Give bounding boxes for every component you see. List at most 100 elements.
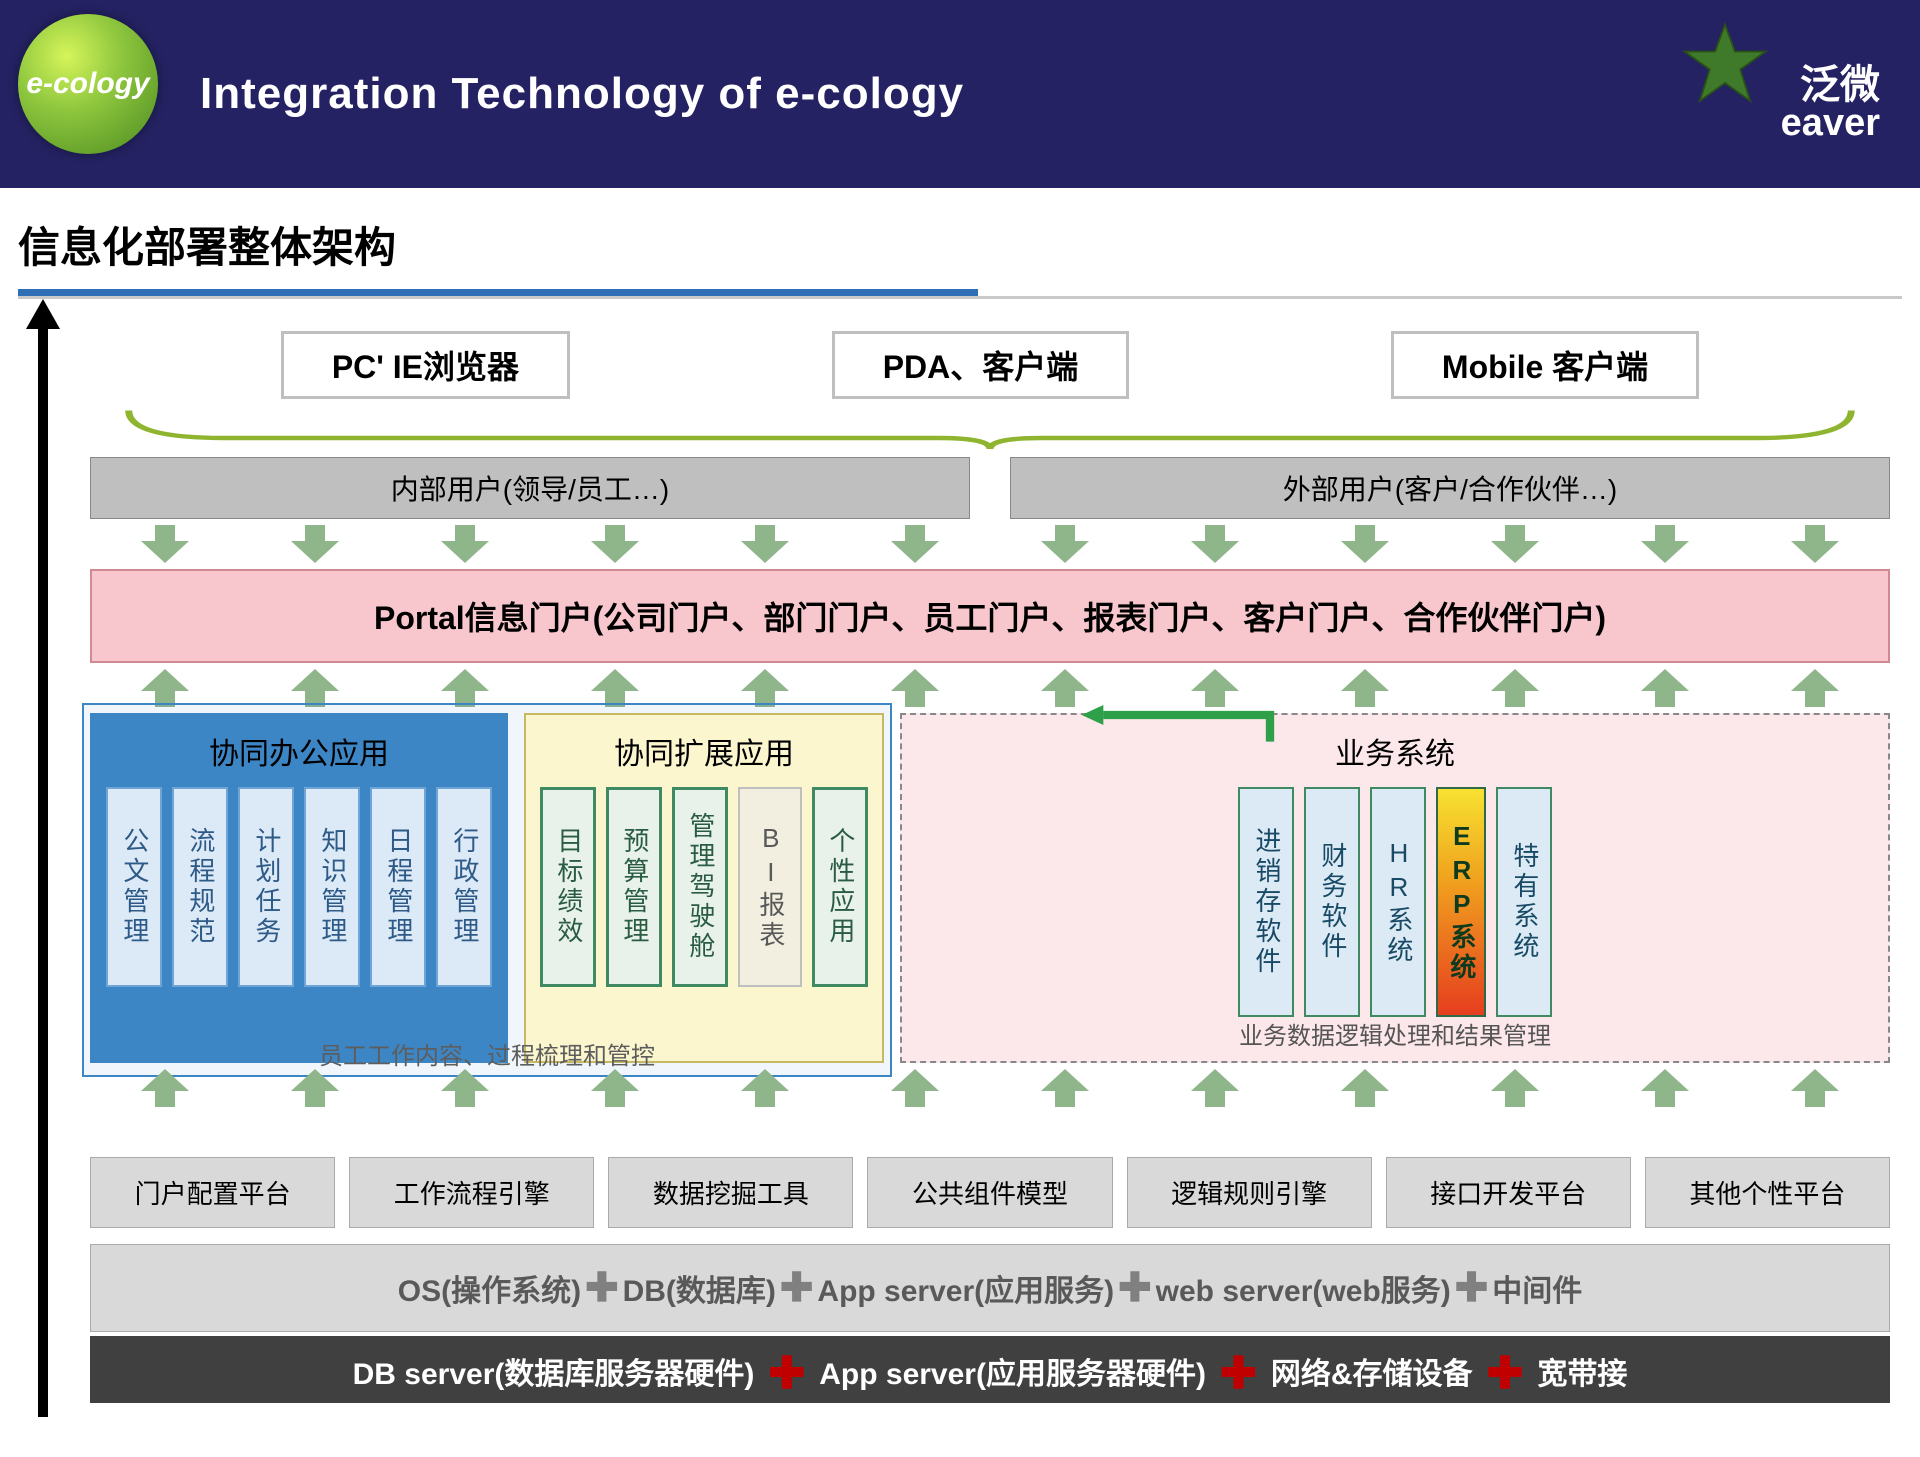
arrow-up-icon	[291, 669, 339, 707]
arrow-down-icon	[1641, 525, 1689, 563]
platform-box: 公共组件模型	[867, 1157, 1112, 1228]
section-title: 信息化部署整体架构	[18, 214, 1902, 285]
plus-icon: ✚	[581, 1266, 623, 1310]
platform-box: 门户配置平台	[90, 1157, 335, 1228]
header: e-cology Integration Technology of e-col…	[0, 0, 1920, 188]
users-external: 外部用户(客户/合作伙伴…)	[1010, 457, 1890, 519]
os-part: DB(数据库)	[623, 1275, 776, 1308]
hw-part: 网络&存储设备	[1271, 1358, 1473, 1391]
section-title-wrap: 信息化部署整体架构	[0, 188, 1920, 299]
group-business-title: 业务系统	[916, 729, 1874, 773]
arrow-up-icon	[591, 669, 639, 707]
collaboration-wrapper: 协同办公应用 公文管理流程规范计划任务知识管理日程管理行政管理 协同扩展应用 目…	[90, 713, 884, 1063]
arrow-down-icon	[1791, 525, 1839, 563]
logo-weaver: 泛微 eaver	[1670, 20, 1890, 160]
client-pc: PC' IE浏览器	[281, 331, 570, 399]
module-box: 计划任务	[238, 787, 294, 987]
arrow-up-icon	[441, 669, 489, 707]
arrow-up-icon	[1191, 1069, 1239, 1107]
arrow-up-icon	[1791, 1069, 1839, 1107]
plus-icon: ✚	[1451, 1266, 1493, 1310]
client-pda: PDA、客户端	[832, 331, 1130, 399]
os-part: App server(应用服务)	[817, 1275, 1114, 1308]
page-title: Integration Technology of e-cology	[200, 69, 964, 119]
arrow-up-icon	[1041, 1069, 1089, 1107]
plus-icon: ✚	[1473, 1349, 1538, 1398]
plus-icon: ✚	[776, 1266, 818, 1310]
arrow-down-icon	[1191, 525, 1239, 563]
arrow-up-icon	[441, 1069, 489, 1107]
arrow-down-icon	[591, 525, 639, 563]
arrow-down-icon	[1341, 525, 1389, 563]
platform-row: 门户配置平台工作流程引擎数据挖掘工具公共组件模型逻辑规则引擎接口开发平台其他个性…	[90, 1157, 1890, 1228]
users-row: 内部用户(领导/员工…) 外部用户(客户/合作伙伴…)	[90, 457, 1890, 519]
group-business: 业务系统 进销存软件财务软件HR系统ERP系统特有系统 业务数据逻辑处理和结果管…	[900, 713, 1890, 1063]
arrow-down-icon	[141, 525, 189, 563]
module-box: 进销存软件	[1238, 787, 1294, 1017]
arrows-row-down	[90, 525, 1890, 563]
clients-row: PC' IE浏览器 PDA、客户端 Mobile 客户端	[90, 331, 1890, 399]
module-box: 特有系统	[1496, 787, 1552, 1017]
arrow-up-icon	[741, 1069, 789, 1107]
plus-icon: ✚	[1206, 1349, 1271, 1398]
arrow-up-icon	[591, 1069, 639, 1107]
arrow-up-icon	[891, 669, 939, 707]
collaboration-caption: 员工工作内容、过程梳理和管控	[90, 1036, 884, 1071]
arrow-down-icon	[741, 525, 789, 563]
arrow-up-icon	[1341, 1069, 1389, 1107]
module-box: 财务软件	[1304, 787, 1360, 1017]
section-title-underline	[18, 289, 1902, 299]
os-part: web server(web服务)	[1156, 1275, 1451, 1308]
arrow-down-icon	[1041, 525, 1089, 563]
portal-box: Portal信息门户(公司门户、部门门户、员工门户、报表门户、客户门户、合作伙伴…	[90, 569, 1890, 663]
platform-box: 接口开发平台	[1386, 1157, 1631, 1228]
client-mobile: Mobile 客户端	[1391, 331, 1699, 399]
platform-box: 其他个性平台	[1645, 1157, 1890, 1228]
platform-box: 工作流程引擎	[349, 1157, 594, 1228]
arrow-up-icon	[291, 1069, 339, 1107]
arrow-up-icon	[1191, 669, 1239, 707]
module-box: 预算管理	[606, 787, 662, 987]
applications-row: 协同办公应用 公文管理流程规范计划任务知识管理日程管理行政管理 协同扩展应用 目…	[90, 713, 1890, 1063]
group-collab-office: 协同办公应用 公文管理流程规范计划任务知识管理日程管理行政管理	[90, 713, 508, 1063]
hw-part: App server(应用服务器硬件)	[819, 1358, 1206, 1391]
platform-box: 逻辑规则引擎	[1127, 1157, 1372, 1228]
group-business-caption: 业务数据逻辑处理和结果管理	[902, 1016, 1888, 1051]
plus-icon: ✚	[754, 1349, 819, 1398]
module-box: ERP系统	[1436, 787, 1486, 1017]
group-collab-ext-title: 协同扩展应用	[540, 729, 868, 773]
module-box: 日程管理	[370, 787, 426, 987]
arrow-down-icon	[1491, 525, 1539, 563]
arrow-down-icon	[441, 525, 489, 563]
module-box: BI报表	[738, 787, 802, 987]
module-box: 个性应用	[812, 787, 868, 987]
module-box: 公文管理	[106, 787, 162, 987]
arrow-up-icon	[1341, 669, 1389, 707]
vertical-axis-arrow	[38, 327, 48, 1417]
logo-ecology: e-cology	[18, 14, 158, 154]
arrow-up-icon	[1641, 1069, 1689, 1107]
arrow-up-icon	[1491, 1069, 1539, 1107]
plus-icon: ✚	[1114, 1266, 1156, 1310]
module-box: 知识管理	[304, 787, 360, 987]
arrow-down-icon	[891, 525, 939, 563]
group-collab-ext: 协同扩展应用 目标绩效预算管理管理驾驶舱BI报表个性应用	[524, 713, 884, 1063]
os-part: OS(操作系统)	[398, 1275, 581, 1308]
os-part: 中间件	[1492, 1275, 1582, 1308]
star-icon	[1680, 20, 1770, 110]
architecture-diagram: PC' IE浏览器 PDA、客户端 Mobile 客户端 内部用户(领导/员工……	[20, 327, 1900, 1457]
arrow-up-icon	[891, 1069, 939, 1107]
hw-part: DB server(数据库服务器硬件)	[353, 1358, 755, 1391]
hw-part: 宽带接	[1537, 1358, 1627, 1391]
arrow-up-icon	[741, 669, 789, 707]
hardware-row: DB server(数据库服务器硬件)✚App server(应用服务器硬件)✚…	[90, 1336, 1890, 1403]
group-collab-office-title: 协同办公应用	[106, 729, 492, 773]
arrow-down-icon	[291, 525, 339, 563]
arrow-up-icon	[1641, 669, 1689, 707]
module-box: 流程规范	[172, 787, 228, 987]
arrow-up-icon	[1491, 669, 1539, 707]
module-box: HR系统	[1370, 787, 1426, 1017]
module-box: 管理驾驶舱	[672, 787, 728, 987]
arrow-up-icon	[141, 1069, 189, 1107]
os-row: OS(操作系统)✚DB(数据库)✚App server(应用服务)✚web se…	[90, 1244, 1890, 1332]
